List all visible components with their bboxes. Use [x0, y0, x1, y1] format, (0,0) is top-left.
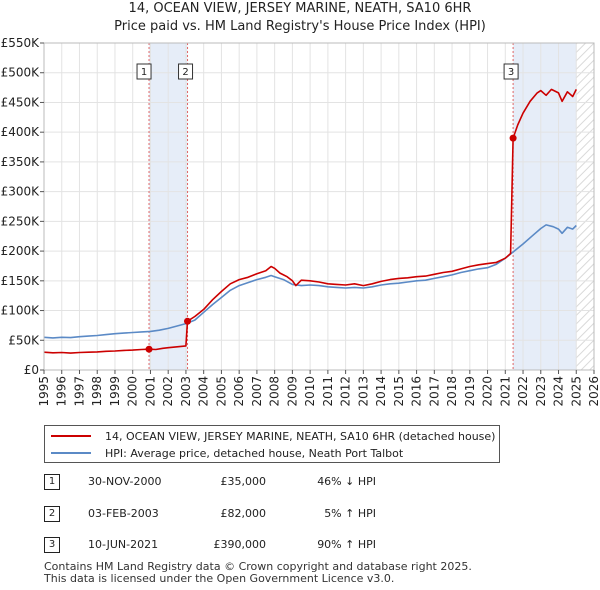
y-tick-label: £450K: [1, 95, 41, 109]
y-tick-label: £250K: [1, 214, 41, 228]
transaction-price: £35,000: [220, 475, 267, 488]
x-tick-label: 2007: [250, 376, 264, 407]
sale-point: [145, 345, 153, 353]
y-tick-label: £150K: [1, 274, 41, 288]
x-tick-label: 2005: [214, 376, 228, 407]
x-tick-label: 2008: [268, 376, 282, 407]
x-tick-label: 2023: [534, 376, 548, 407]
x-tick-label: 2011: [321, 376, 335, 407]
annotation-label: 2: [182, 67, 188, 78]
annotation-label: 3: [508, 67, 514, 78]
annotation-box: [178, 63, 194, 80]
x-tick-label: 2012: [339, 376, 353, 407]
transaction-number: 3: [44, 537, 60, 553]
x-tick-label: 1997: [72, 376, 86, 407]
x-tick-label: 2021: [498, 376, 512, 407]
footer-licence: This data is licensed under the Open Gov…: [44, 572, 395, 585]
chart-title-line2: Price paid vs. HM Land Registry's House …: [114, 19, 486, 34]
transaction-date: 30-NOV-2000: [88, 475, 162, 488]
legend-swatch-hpi: [51, 452, 91, 454]
transaction-hpi: 90% ↑ HPI: [317, 538, 376, 551]
footer-copyright: Contains HM Land Registry data © Crown c…: [44, 560, 472, 573]
x-tick-label: 2013: [356, 376, 370, 407]
annotation-box: [503, 63, 519, 80]
x-tick-label: 2016: [410, 376, 424, 407]
x-tick-label: 2024: [552, 376, 566, 407]
transaction-price: £82,000: [220, 507, 267, 520]
transaction-number: 2: [44, 506, 60, 522]
x-tick-label: 2018: [445, 376, 459, 407]
sale-point: [509, 134, 517, 142]
x-tick-label: 2009: [285, 376, 299, 407]
transaction-number: 1: [44, 474, 60, 490]
x-tick-label: 2002: [161, 376, 175, 407]
y-tick-label: £200K: [1, 244, 41, 258]
shaded-period: [513, 43, 577, 370]
x-tick-label: 1999: [108, 376, 122, 407]
plot-border: [43, 42, 595, 371]
price-chart: 1 2 3 £0 £50K £100K £150K £200K £250K £300K £350K £…: [1, 36, 600, 407]
x-tick-label: 1996: [55, 376, 69, 407]
y-tick-label: £0: [24, 363, 39, 377]
legend-item-property: 14, OCEAN VIEW, JERSEY MARINE, NEATH, SA…: [51, 428, 495, 444]
y-tick-label: £100K: [1, 304, 41, 318]
y-tick-label: £300K: [1, 185, 41, 199]
y-tick-label: £500K: [1, 66, 41, 80]
y-tick-label: £400K: [1, 125, 41, 139]
x-tick-label: 1995: [37, 376, 51, 407]
legend-swatch-property: [51, 435, 91, 437]
x-tick-label: 2006: [232, 376, 246, 407]
annotation-label: 1: [141, 67, 147, 78]
y-tick-label: £350K: [1, 155, 41, 169]
x-tick-label: 2025: [569, 376, 583, 407]
legend-label-property: 14, OCEAN VIEW, JERSEY MARINE, NEATH, SA…: [105, 429, 496, 443]
annotation-box: [136, 63, 152, 80]
x-tick-label: 2003: [179, 376, 193, 407]
x-tick-label: 2001: [143, 376, 157, 407]
x-tick-label: 2020: [481, 376, 495, 407]
transaction-date: 10-JUN-2021: [88, 538, 159, 551]
chart-legend: 14, OCEAN VIEW, JERSEY MARINE, NEATH, SA…: [44, 425, 500, 463]
legend-label-hpi: HPI: Average price, detached house, Neat…: [105, 446, 404, 460]
x-tick-label: 2026: [587, 376, 600, 407]
x-tick-label: 2019: [463, 376, 477, 407]
x-tick-label: 2022: [516, 376, 530, 407]
x-tick-label: 1998: [90, 376, 104, 407]
transaction-price: £390,000: [213, 538, 267, 551]
chart-title-line1: 14, OCEAN VIEW, JERSEY MARINE, NEATH, SA…: [128, 1, 472, 16]
x-tick-label: 2015: [392, 376, 406, 407]
x-tick-label: 2017: [427, 376, 441, 407]
future-region: [576, 43, 594, 370]
y-tick-label: £50K: [8, 333, 40, 347]
x-tick-label: 2010: [303, 376, 317, 407]
x-tick-label: 2004: [197, 376, 211, 407]
transaction-hpi: 46% ↓ HPI: [317, 475, 376, 488]
sale-point: [184, 317, 192, 325]
transaction-date: 03-FEB-2003: [88, 507, 159, 520]
legend-item-hpi: HPI: Average price, detached house, Neat…: [51, 445, 403, 461]
x-tick-label: 2000: [126, 376, 140, 407]
transaction-hpi: 5% ↑ HPI: [324, 507, 376, 520]
x-tick-label: 2014: [374, 376, 388, 407]
y-tick-label: £550K: [1, 36, 41, 50]
